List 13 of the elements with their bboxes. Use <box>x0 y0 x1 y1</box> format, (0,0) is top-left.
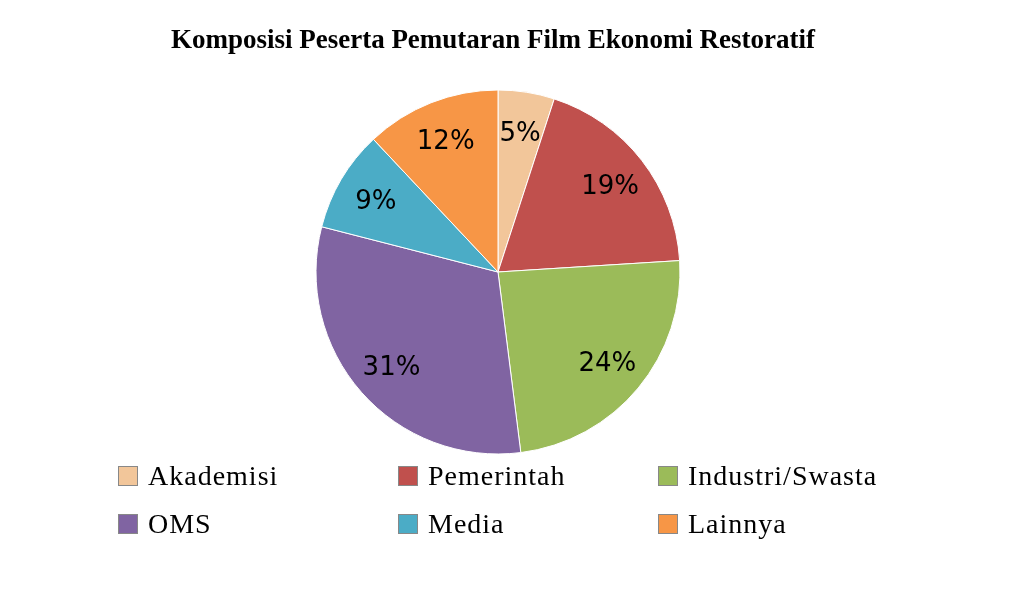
data-label: 31% <box>362 350 421 381</box>
legend-label: Akademisi <box>148 460 279 492</box>
data-label: 9% <box>355 184 397 215</box>
legend-label: Lainnya <box>688 508 787 540</box>
legend-label: Media <box>428 508 505 540</box>
data-label: 19% <box>581 169 640 200</box>
legend-label: OMS <box>148 508 212 540</box>
data-label: 5% <box>499 116 541 147</box>
legend-label: Pemerintah <box>428 460 566 492</box>
legend-label: Industri/Swasta <box>688 460 878 492</box>
data-label: 12% <box>416 125 475 156</box>
data-label: 24% <box>578 347 637 378</box>
chart-title: Komposisi Peserta Pemutaran Film Ekonomi Restoratif <box>169 23 817 56</box>
